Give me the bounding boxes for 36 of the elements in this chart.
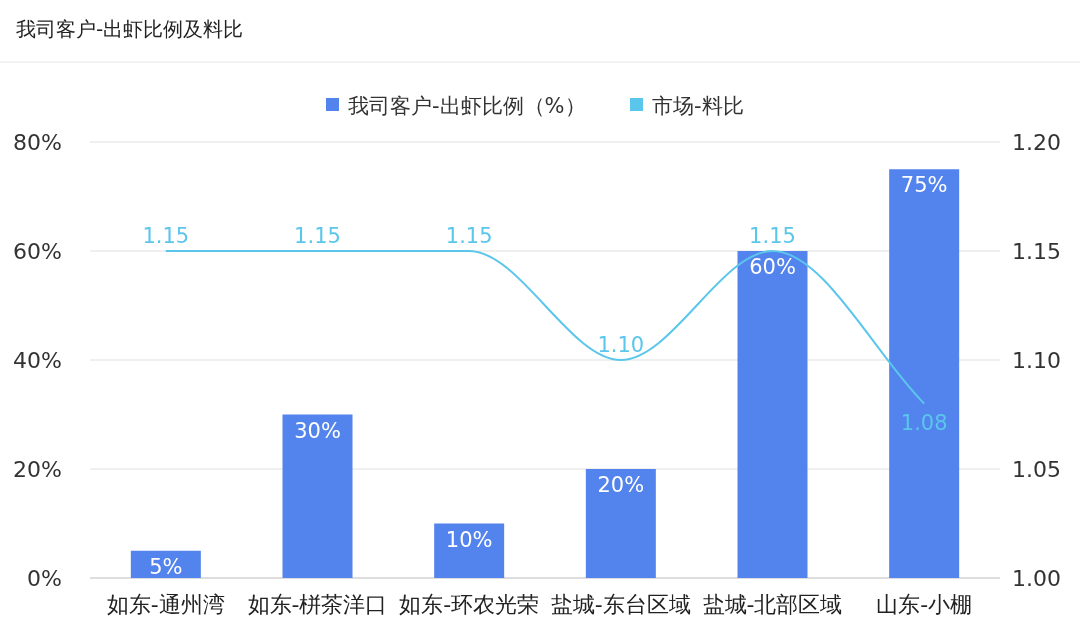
data-label: 1.10 bbox=[597, 333, 645, 357]
x-tick-label: 如东-通州湾 bbox=[106, 592, 225, 617]
data-label: 60% bbox=[749, 255, 796, 279]
bar bbox=[889, 169, 960, 578]
chart-title: 我司客户-出虾比例及料比 bbox=[16, 17, 244, 41]
y-tick-label: 40% bbox=[13, 348, 62, 373]
y-tick-label: 60% bbox=[13, 239, 62, 264]
x-tick-label: 山东-小棚 bbox=[876, 592, 973, 617]
bar bbox=[434, 523, 505, 578]
data-label: 1.15 bbox=[294, 224, 341, 248]
data-label: 1.15 bbox=[749, 224, 796, 248]
data-label: 1.15 bbox=[445, 224, 493, 248]
y-tick-label: 20% bbox=[13, 457, 62, 482]
bar bbox=[585, 469, 656, 578]
data-label: 20% bbox=[597, 473, 645, 497]
legend-label: 我司客户-出虾比例（%） bbox=[348, 94, 586, 118]
data-label: 10% bbox=[445, 527, 493, 552]
x-tick-label: 盐城-东台区域 bbox=[550, 592, 691, 617]
y2-tick-label: 1.00 bbox=[1012, 566, 1061, 591]
y-tick-label: 0% bbox=[27, 566, 62, 591]
data-label: 75% bbox=[900, 173, 948, 198]
bar bbox=[282, 414, 353, 578]
bar bbox=[737, 251, 808, 578]
data-label: 30% bbox=[294, 418, 341, 443]
y2-tick-label: 1.15 bbox=[1012, 239, 1061, 264]
y2-tick-label: 1.05 bbox=[1012, 457, 1061, 482]
y2-tick-label: 1.20 bbox=[1012, 130, 1061, 155]
legend-label: 市场-料比 bbox=[652, 94, 744, 118]
data-label: 5% bbox=[149, 554, 183, 579]
data-label: 1.15 bbox=[142, 224, 190, 248]
x-tick-label: 如东-栟茶洋口 bbox=[247, 592, 388, 617]
x-tick-label: 盐城-北部区域 bbox=[702, 592, 843, 617]
data-label: 1.08 bbox=[900, 410, 948, 435]
y2-tick-label: 1.10 bbox=[1012, 348, 1061, 373]
y-tick-label: 80% bbox=[13, 130, 62, 155]
x-tick-label: 如东-环农光荣 bbox=[399, 592, 540, 617]
